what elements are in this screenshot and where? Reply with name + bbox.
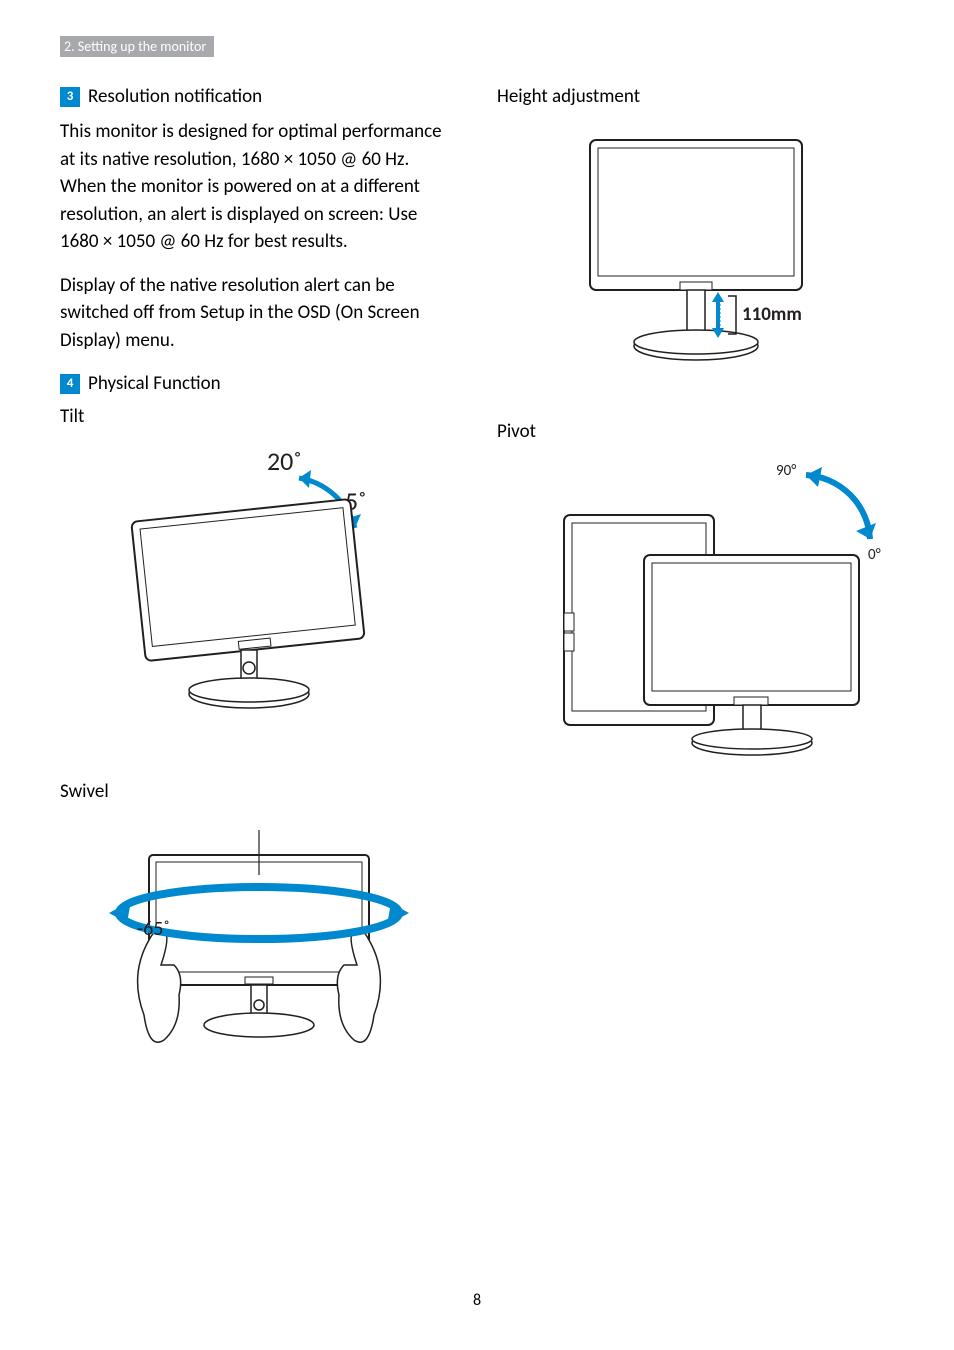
breadcrumb: 2. Setting up the monitor [60, 36, 214, 57]
tilt-label: Tilt [60, 405, 457, 428]
tilt-figure: 20˚ -5˚ [60, 440, 457, 730]
section-3-badge: 3 [60, 87, 80, 107]
section-4-title: Physical Function [88, 372, 221, 395]
swivel-label: Swivel [60, 780, 457, 803]
section-4-badge: 4 [60, 374, 80, 394]
pivot-figure: 90° 0° [497, 455, 894, 775]
section-4-head: 4 Physical Function [60, 372, 457, 395]
tilt-angle-back: 20˚ [267, 445, 302, 477]
swivel-angle: -65˚ [137, 917, 170, 941]
page-number: 8 [0, 1291, 954, 1310]
height-label: Height adjustment [497, 85, 894, 108]
swivel-figure: -65˚ [60, 815, 457, 1075]
section-3-head: 3 Resolution notification [60, 85, 457, 108]
section-3-para-2: Display of the native resolution alert c… [60, 272, 457, 355]
pivot-angle-side: 0° [868, 546, 881, 564]
section-3-para-1: This monitor is designed for optimal per… [60, 118, 457, 256]
height-figure: 110mm [497, 120, 894, 380]
section-3-title: Resolution notification [88, 85, 262, 108]
pivot-angle-top: 90° [776, 462, 796, 480]
pivot-label: Pivot [497, 420, 894, 443]
height-value: 110mm [742, 303, 802, 326]
